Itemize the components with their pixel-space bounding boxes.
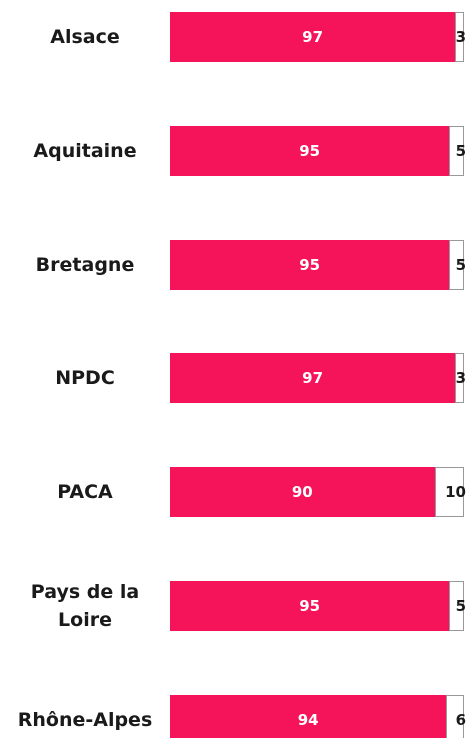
bar-segment <box>170 694 447 738</box>
category-label: Rhône-Alpes <box>17 708 153 731</box>
value-label: 95 <box>299 597 321 615</box>
value-label: 5 <box>455 597 466 615</box>
bar-segment <box>455 353 464 404</box>
value-label: 5 <box>455 141 466 160</box>
bar-segment <box>170 125 450 176</box>
bar-segment <box>170 353 456 404</box>
value-label: 95 <box>299 255 321 274</box>
bar-segment <box>446 694 464 738</box>
bar-segment <box>449 125 464 176</box>
bar-segment <box>449 581 464 631</box>
category-label: PACA <box>57 481 113 504</box>
category-label: NPDC <box>55 367 115 390</box>
value-label: 97 <box>302 369 324 388</box>
category-label: Bretagne <box>35 253 135 276</box>
category-label: Alsace <box>50 26 120 48</box>
value-label: 90 <box>291 483 313 502</box>
value-label: 95 <box>299 141 321 160</box>
value-label: 94 <box>297 710 319 729</box>
bar-segment <box>170 12 456 62</box>
category-label: Pays de la Loire <box>30 581 140 631</box>
value-label: 3 <box>455 369 466 388</box>
bar-segment <box>170 467 435 518</box>
value-label: 5 <box>455 255 466 274</box>
bar-segment <box>434 467 464 518</box>
bar-segment <box>170 239 450 290</box>
value-label: 3 <box>455 28 466 46</box>
value-label: 97 <box>302 28 324 46</box>
bar-segment <box>455 12 464 62</box>
category-label: Aquitaine <box>33 139 137 162</box>
bar-segment <box>449 239 464 290</box>
bar-segment <box>170 581 450 631</box>
value-label: 10 <box>445 483 466 502</box>
value-label: 6 <box>455 710 466 729</box>
